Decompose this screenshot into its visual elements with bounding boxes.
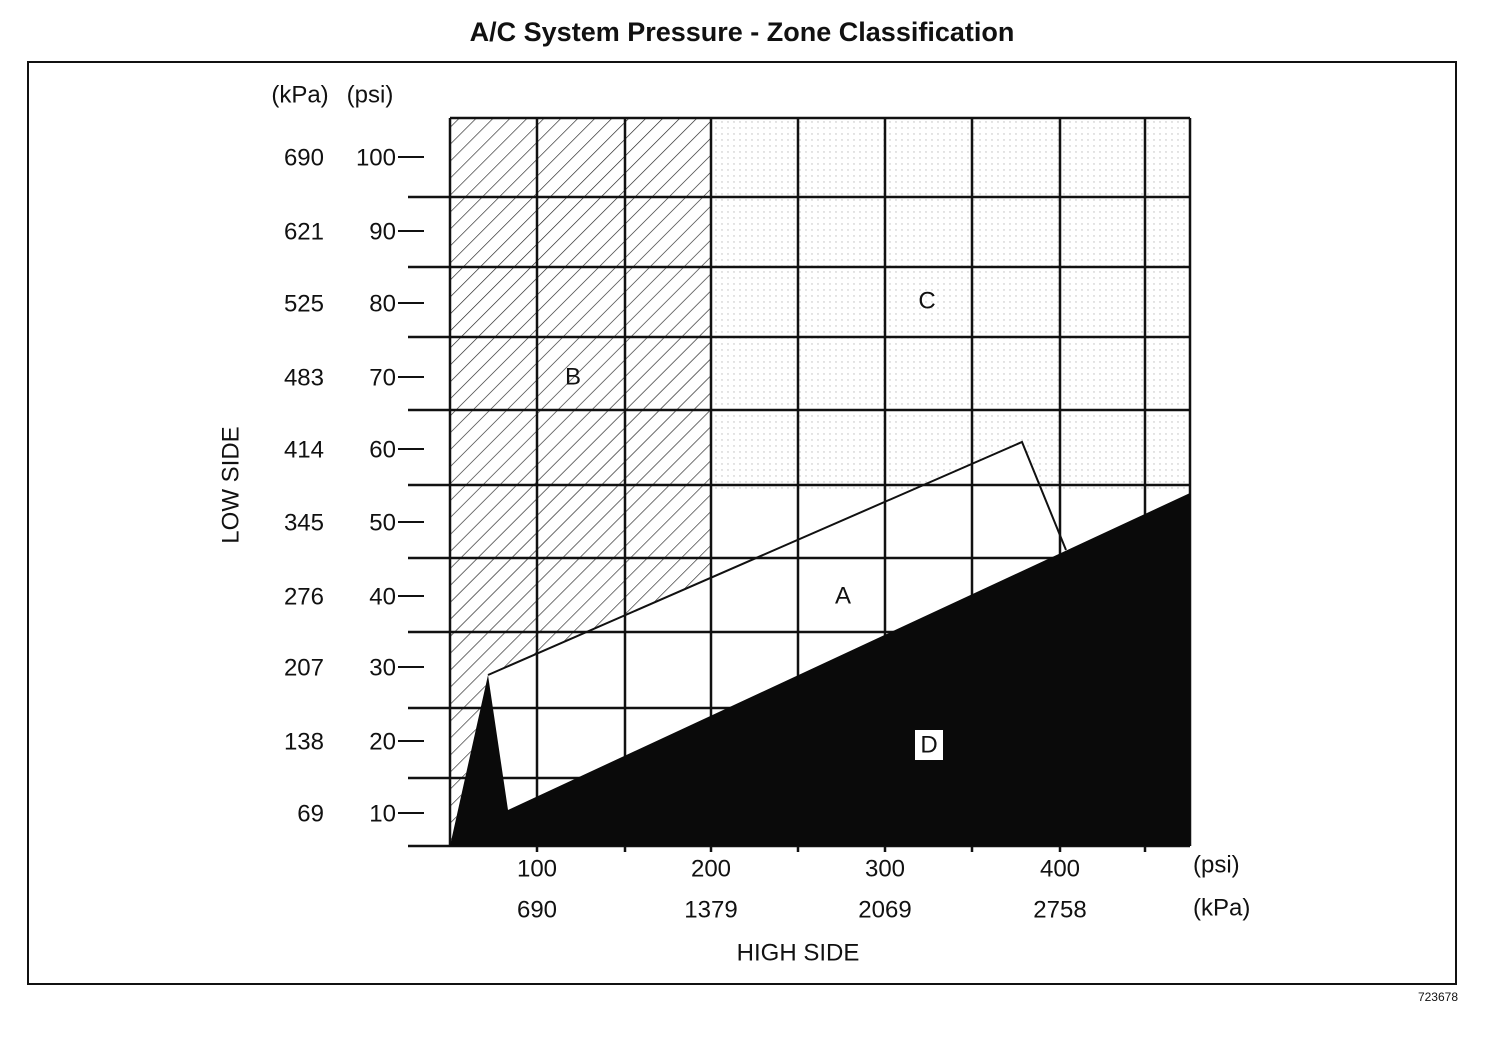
y-unit-kpa: (kPa) [271,81,328,108]
y-tick-kpa: 345 [284,509,324,536]
y-tick-psi: 80 [369,290,396,317]
x-tick-psi: 100 [517,855,557,882]
zone-c-area [711,118,1190,493]
y-tick-psi: 50 [369,509,396,536]
x-unit-kpa: (kPa) [1193,894,1250,921]
x-tick-psi: 400 [1040,855,1080,882]
y-tick-psi: 70 [369,364,396,391]
x-tick-kpa: 2758 [1033,896,1086,923]
zone-label: A [835,582,851,609]
y-tick-psi: 30 [369,654,396,681]
y-tick-psi: 10 [369,800,396,827]
zone-label: B [565,363,581,390]
x-tick-psi: 300 [865,855,905,882]
y-tick-kpa: 690 [284,144,324,171]
y-tick-kpa: 621 [284,218,324,245]
y-tick-kpa: 138 [284,728,324,755]
zone-label: D [920,731,937,758]
y-unit-psi: (psi) [347,81,394,108]
y-tick-kpa: 276 [284,583,324,610]
y-axis-label: LOW SIDE [217,426,244,543]
zone-d-label-bg [915,730,943,760]
y-tick-kpa: 525 [284,290,324,317]
x-tick-psi: 200 [691,855,731,882]
y-tick-kpa: 207 [284,654,324,681]
x-unit-psi: (psi) [1193,851,1240,878]
y-tick-psi: 90 [369,218,396,245]
y-tick-psi: 60 [369,436,396,463]
x-tick-kpa: 690 [517,896,557,923]
y-tick-kpa: 69 [297,800,324,827]
frame [27,61,1457,985]
zone-a-outline [487,440,1067,676]
y-tick-psi: 100 [356,144,396,171]
x-tick-kpa: 1379 [684,896,737,923]
zone-label: C [918,287,935,314]
x-tick-kpa: 2069 [858,896,911,923]
figure-number: 723678 [1418,990,1458,1004]
zone-a-area [488,442,1066,810]
zone-b-area [450,118,711,846]
y-ticks [398,156,424,814]
title: A/C System Pressure - Zone Classificatio… [470,17,1015,47]
y-tick-kpa: 483 [284,364,324,391]
y-tick-kpa: 414 [284,436,324,463]
y-tick-psi: 20 [369,728,396,755]
zone-d-area [450,493,1190,846]
y-tick-psi: 40 [369,583,396,610]
x-axis-label: HIGH SIDE [737,939,860,966]
